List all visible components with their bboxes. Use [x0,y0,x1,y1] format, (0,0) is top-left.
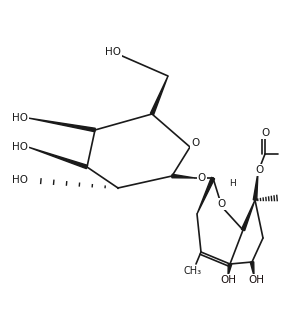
Polygon shape [197,177,215,214]
Text: OH: OH [220,275,236,285]
Text: O: O [198,173,206,183]
Text: H: H [229,179,235,188]
Polygon shape [28,147,88,169]
Polygon shape [250,262,254,276]
Text: O: O [191,138,199,148]
Polygon shape [172,174,195,178]
Polygon shape [253,172,258,200]
Text: HO: HO [105,47,121,57]
Text: CH₃: CH₃ [184,266,202,276]
Text: O: O [217,199,225,209]
Polygon shape [150,76,168,115]
Text: O: O [256,165,264,175]
Text: HO: HO [12,113,28,123]
Text: HO: HO [12,175,28,185]
Polygon shape [228,264,232,276]
Polygon shape [241,200,255,231]
Text: O: O [261,128,269,138]
Text: HO: HO [12,142,28,152]
Polygon shape [28,118,95,132]
Text: OH: OH [248,275,264,285]
